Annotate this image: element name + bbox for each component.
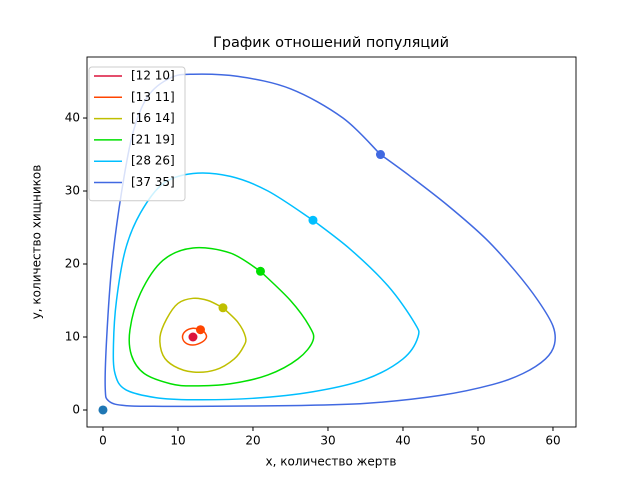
x-tick-label: 50 [470, 434, 485, 448]
legend-label: [12 10] [131, 69, 175, 83]
x-axis-label: x, количество жертв [266, 455, 397, 469]
legend-label: [16 14] [131, 111, 175, 125]
y-axis-label: y, количество хищников [30, 165, 44, 320]
equilibrium-point [98, 405, 108, 415]
y-tick-label: 10 [65, 330, 80, 344]
start-point [375, 150, 385, 160]
start-point [188, 332, 198, 342]
start-point [195, 325, 205, 335]
y-tick-label: 30 [65, 184, 80, 198]
x-tick-label: 0 [99, 434, 107, 448]
x-tick-label: 10 [170, 434, 185, 448]
legend-label: [28 26] [131, 154, 175, 168]
legend-label: [37 35] [131, 175, 175, 189]
legend-label: [13 11] [131, 90, 175, 104]
start-point [255, 266, 265, 276]
x-tick-label: 40 [395, 434, 410, 448]
series-line [159, 297, 247, 374]
chart-title: График отношений популяций [213, 35, 449, 51]
start-point [218, 303, 228, 313]
x-tick-label: 30 [320, 434, 335, 448]
x-tick-label: 20 [245, 434, 260, 448]
series-line [181, 327, 208, 346]
series-line [128, 246, 315, 387]
y-tick-label: 40 [65, 111, 80, 125]
legend-box [88, 66, 186, 202]
legend-label: [21 19] [131, 132, 175, 146]
y-tick-label: 20 [65, 257, 80, 271]
y-tick-label: 0 [72, 402, 80, 416]
start-point [308, 215, 318, 225]
plot-frame [86, 56, 577, 428]
x-tick-label: 60 [545, 434, 560, 448]
